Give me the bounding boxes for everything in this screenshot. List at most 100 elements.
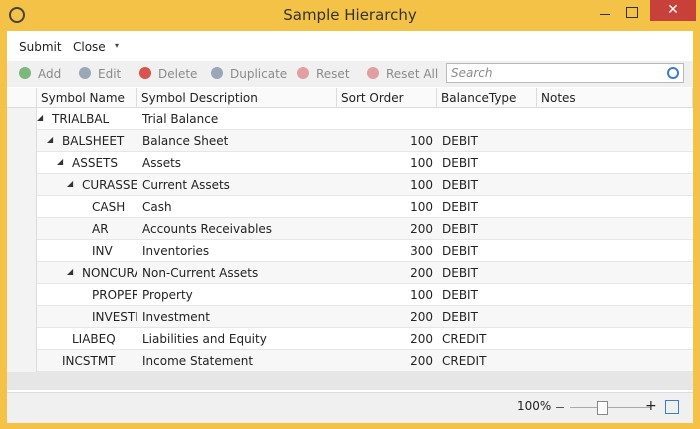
menu-bar: Submit Close ▾ <box>7 31 693 61</box>
cell-balance-type: CREDIT <box>442 354 487 368</box>
grid-row[interactable]: CASH Cash 100 DEBIT <box>7 196 693 218</box>
cell-symbol-name: NONCURAS <box>82 266 137 280</box>
grid-row[interactable]: INVESTM Investment 200 DEBIT <box>7 306 693 328</box>
row-selector <box>7 130 37 152</box>
grid-row[interactable]: ◢ CURASSETS Current Assets 100 DEBIT <box>7 174 693 196</box>
maximize-button[interactable] <box>626 7 638 18</box>
cell-description: Accounts Receivables <box>142 222 273 236</box>
cell-sort-order: 200 <box>410 354 433 368</box>
cell-balance-type: DEBIT <box>442 288 478 302</box>
cell-description: Liabilities and Equity <box>142 332 267 346</box>
button-label: Duplicate <box>230 67 288 81</box>
row-selector <box>7 284 37 306</box>
zoom-track <box>570 407 650 408</box>
cell-description: Property <box>142 288 193 302</box>
column-header[interactable]: BalanceType <box>437 88 537 108</box>
minimize-button[interactable] <box>600 14 610 15</box>
cell-balance-type: DEBIT <box>442 266 478 280</box>
grid-row[interactable]: ◢ NONCURAS Non-Current Assets 200 DEBIT <box>7 262 693 284</box>
expand-toggle[interactable]: ◢ <box>67 267 74 276</box>
header-selector <box>7 88 37 108</box>
button-icon <box>297 67 309 79</box>
grid: Symbol Name Symbol Description Sort Order B… <box>7 88 693 390</box>
cell-description: Current Assets <box>142 178 230 192</box>
cell-symbol-name: CURASSETS <box>82 178 137 192</box>
grid-row[interactable]: INV Inventories 300 DEBIT <box>7 240 693 262</box>
button-icon <box>139 67 151 79</box>
cell-sort-order: 200 <box>410 266 433 280</box>
row-selector <box>7 218 37 240</box>
button-label: Reset All <box>386 67 439 81</box>
cell-balance-type: DEBIT <box>442 134 478 148</box>
column-header[interactable]: Symbol Name <box>37 88 137 108</box>
expand-toggle[interactable]: ◢ <box>57 157 64 166</box>
row-selector <box>7 240 37 262</box>
fit-button[interactable] <box>665 400 679 414</box>
empty-area <box>7 372 693 390</box>
button-label: Reset <box>316 67 350 81</box>
column-header[interactable]: Sort Order <box>337 88 437 108</box>
row-selector <box>7 306 37 328</box>
cell-balance-type: DEBIT <box>442 178 478 192</box>
button-label: Edit <box>98 67 122 81</box>
expand-toggle[interactable]: ◢ <box>67 179 74 188</box>
cell-symbol-name: AR <box>92 222 109 236</box>
button-icon <box>79 67 91 79</box>
cell-symbol-name: BALSHEET <box>62 134 125 148</box>
cell-description: Inventories <box>142 244 210 258</box>
search-icon <box>667 67 679 79</box>
cell-balance-type: DEBIT <box>442 156 478 170</box>
zoom-in[interactable]: + <box>645 398 657 414</box>
cell-description: Assets <box>142 156 182 170</box>
cell-symbol-name: INCSTMT <box>62 354 116 368</box>
column-header[interactable]: Notes <box>537 88 693 108</box>
cell-balance-type: DEBIT <box>442 310 478 324</box>
cell-balance-type: CREDIT <box>442 332 487 346</box>
app-icon <box>9 7 25 23</box>
window-title: Sample Hierarchy <box>283 6 417 24</box>
expand-toggle[interactable]: ◢ <box>37 113 44 122</box>
search-box[interactable]: Search <box>446 63 684 83</box>
row-selector <box>7 152 37 174</box>
row-selector <box>7 108 37 130</box>
cell-description: Income Statement <box>142 354 254 368</box>
button-icon <box>19 67 31 79</box>
expand-toggle[interactable]: ◢ <box>47 135 54 144</box>
grid-row[interactable]: INCSTMT Income Statement 200 CREDIT <box>7 350 693 372</box>
grid-row[interactable]: PROPERT Property 100 DEBIT <box>7 284 693 306</box>
cell-symbol-name: CASH <box>92 200 126 214</box>
cell-description: Balance Sheet <box>142 134 229 148</box>
menu-item[interactable]: Close <box>73 40 106 54</box>
cell-symbol-name: PROPERT <box>92 288 137 302</box>
cell-symbol-name: TRIALBAL <box>52 112 110 126</box>
grid-row[interactable]: ◢ BALSHEET Balance Sheet 100 DEBIT <box>7 130 693 152</box>
grid-row[interactable]: LIABEQ Liabilities and Equity 200 CREDIT <box>7 328 693 350</box>
zoom-level: 100% <box>517 399 552 413</box>
row-selector <box>7 350 37 372</box>
cell-sort-order: 100 <box>410 288 433 302</box>
button-label: Delete <box>158 67 198 81</box>
close-button[interactable]: ✕ <box>650 0 696 21</box>
cell-sort-order: 100 <box>410 200 433 214</box>
grid-row[interactable]: AR Accounts Receivables 200 DEBIT <box>7 218 693 240</box>
column-header[interactable]: Symbol Description <box>137 88 337 108</box>
zoom-thumb[interactable] <box>597 401 608 415</box>
menu-item[interactable]: Submit <box>19 40 62 54</box>
client-area: Submit Close ▾ Search Add Edit Delete Duplica… <box>7 31 693 423</box>
grid-row[interactable]: ◢ TRIALBAL Trial Balance <box>7 108 693 130</box>
menu-overflow[interactable]: ▾ <box>115 41 120 50</box>
cell-sort-order: 100 <box>410 134 433 148</box>
button-icon <box>211 67 223 79</box>
zoom-out[interactable] <box>556 407 564 408</box>
cell-sort-order: 200 <box>410 222 433 236</box>
cell-description: Non-Current Assets <box>142 266 259 280</box>
cell-sort-order: 100 <box>410 156 433 170</box>
grid-row[interactable]: ◢ ASSETS Assets 100 DEBIT <box>7 152 693 174</box>
cell-sort-order: 300 <box>410 244 433 258</box>
cell-description: Trial Balance <box>142 112 219 126</box>
cell-balance-type: DEBIT <box>442 244 478 258</box>
cell-balance-type: DEBIT <box>442 222 478 236</box>
toolbar: Search Add Edit Delete Duplicate Reset Reset … <box>7 61 693 87</box>
cell-description: Cash <box>142 200 172 214</box>
